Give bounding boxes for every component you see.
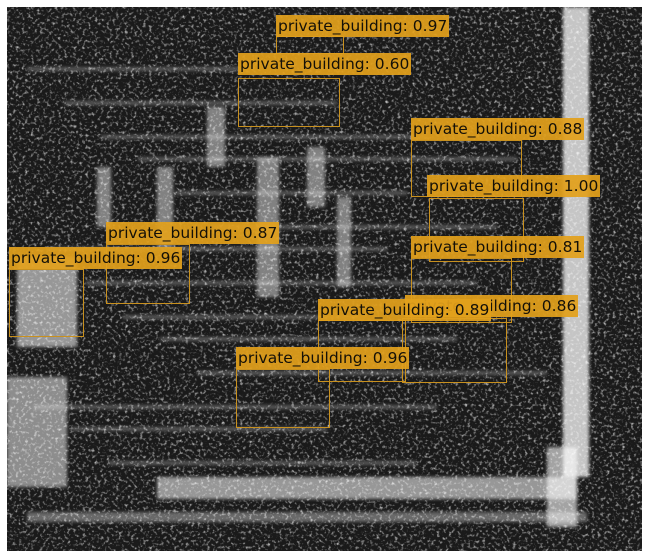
- detection-box: [411, 258, 512, 323]
- detection-box: [106, 244, 190, 304]
- label-separator: :: [402, 17, 413, 35]
- detection-score: 0.89: [454, 301, 490, 319]
- detection-class: private_building: [108, 224, 233, 242]
- sar-image: [7, 7, 642, 551]
- detection-class: private_building: [429, 177, 554, 195]
- detection-box: [402, 318, 507, 383]
- detection-score: 0.88: [547, 120, 583, 138]
- label-separator: :: [444, 301, 455, 319]
- label-separator: :: [362, 349, 373, 367]
- detection-label: private_building: 0.97: [276, 15, 450, 37]
- detection-box: [276, 36, 344, 54]
- detection-class: private_building: [320, 301, 445, 319]
- detection-box: [429, 198, 524, 262]
- detection-label: private_building: 1.00: [427, 175, 601, 197]
- detection-score: 0.97: [412, 17, 448, 35]
- sar-image-texture: [7, 7, 642, 551]
- detection-class: private_building: [278, 17, 403, 35]
- label-separator: :: [537, 120, 548, 138]
- detection-class: private_building: [238, 349, 363, 367]
- detection-score: 0.87: [242, 224, 278, 242]
- detection-class: private_building: [11, 249, 136, 267]
- label-separator: :: [232, 224, 243, 242]
- detection-box: [236, 369, 330, 428]
- label-separator: :: [531, 297, 542, 315]
- label-separator: :: [364, 55, 375, 73]
- detection-box: [238, 78, 340, 127]
- detection-box: [9, 269, 84, 337]
- detection-label: private_building: 0.60: [238, 53, 412, 75]
- detection-score: 0.96: [145, 249, 181, 267]
- detection-class: private_building: [413, 238, 538, 256]
- detection-label: private_building: 0.81: [411, 236, 585, 258]
- detection-score: 0.96: [372, 349, 408, 367]
- label-separator: :: [537, 238, 548, 256]
- detection-class: private_building: [413, 120, 538, 138]
- label-separator: :: [135, 249, 146, 267]
- detection-label: private_building: 0.89: [318, 299, 492, 321]
- detection-label: private_building: 0.96: [236, 347, 410, 369]
- detection-score: 0.60: [374, 55, 410, 73]
- detection-label: private_building: 0.87: [106, 222, 280, 244]
- detection-label: private_building: 0.88: [411, 118, 585, 140]
- label-separator: :: [553, 177, 564, 195]
- detection-class: private_building: [240, 55, 365, 73]
- detection-score: 1.00: [563, 177, 599, 195]
- detection-score: 0.81: [547, 238, 583, 256]
- detection-label: private_building: 0.96: [9, 247, 183, 269]
- detection-score: 0.86: [541, 297, 577, 315]
